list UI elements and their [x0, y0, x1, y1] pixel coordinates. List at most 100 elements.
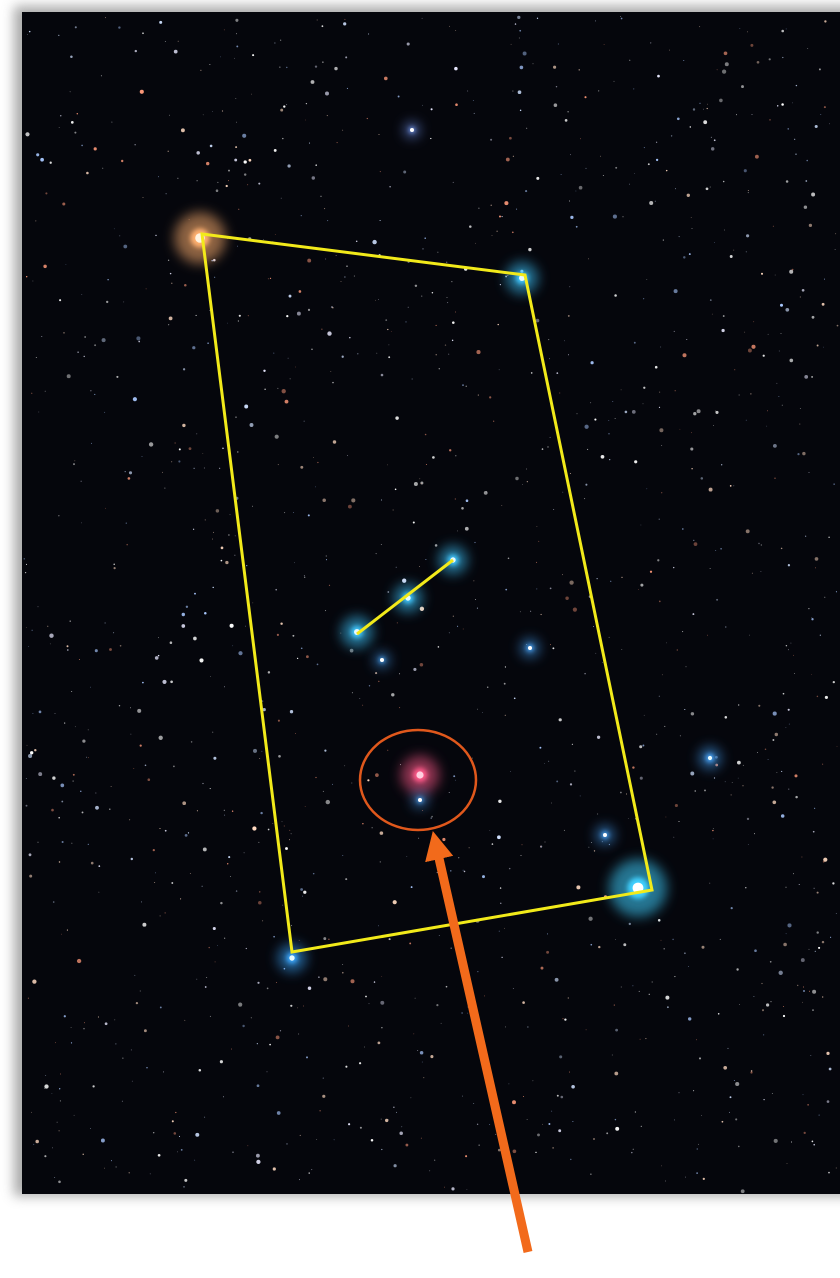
star: [483, 490, 488, 495]
star: [72, 780, 74, 782]
star: [421, 17, 423, 19]
star: [435, 354, 437, 356]
star: [231, 1048, 232, 1050]
star: [526, 481, 528, 483]
star: [750, 393, 752, 395]
star: [504, 927, 505, 929]
star: [694, 790, 696, 792]
star: [71, 690, 73, 692]
star: [58, 816, 60, 819]
star: [751, 114, 753, 115]
star: [379, 831, 384, 835]
star: [425, 559, 427, 560]
star: [465, 1155, 468, 1158]
star: [776, 382, 778, 384]
star: [830, 936, 832, 938]
star: [290, 924, 293, 927]
star: [552, 1147, 554, 1149]
star: [277, 464, 279, 466]
star: [464, 526, 469, 531]
star: [110, 786, 112, 787]
star: [35, 220, 37, 222]
star: [454, 498, 456, 500]
star: [217, 181, 219, 183]
star: [658, 518, 660, 520]
star: [332, 381, 334, 384]
star: [693, 412, 697, 416]
star: [342, 855, 344, 856]
star: [829, 123, 830, 125]
star: [353, 275, 355, 277]
star: [154, 881, 156, 884]
star: [431, 815, 433, 818]
star: [691, 228, 693, 229]
star: [229, 876, 231, 877]
star: [816, 695, 819, 698]
star: [219, 467, 221, 469]
star: [646, 488, 648, 490]
star: [342, 971, 344, 974]
star: [235, 18, 239, 22]
star: [344, 276, 346, 278]
star: [458, 857, 460, 859]
star: [544, 763, 545, 764]
star: [809, 990, 810, 992]
star: [736, 968, 739, 971]
star: [559, 392, 561, 394]
star: [799, 423, 801, 425]
star: [82, 739, 86, 743]
star: [802, 986, 804, 988]
star: [739, 1004, 740, 1005]
star: [648, 993, 650, 995]
star: [54, 713, 56, 714]
star: [553, 103, 558, 107]
star: [764, 748, 767, 750]
star: [461, 1012, 463, 1014]
star: [388, 938, 391, 941]
star: [792, 102, 794, 104]
star: [380, 1118, 382, 1120]
star: [590, 1173, 592, 1175]
star: [215, 189, 219, 192]
star: [348, 1123, 351, 1126]
star: [824, 278, 825, 280]
star: [778, 350, 780, 352]
star: [387, 464, 388, 466]
star: [276, 1111, 281, 1115]
star: [324, 749, 327, 752]
star: [484, 995, 486, 997]
star: [447, 302, 449, 304]
star: [497, 835, 501, 840]
star: [716, 598, 719, 601]
star: [123, 301, 125, 303]
star: [588, 916, 593, 921]
star: [341, 355, 344, 358]
star: [747, 31, 748, 33]
star: [90, 861, 94, 865]
star: [98, 865, 101, 867]
star: [835, 1167, 837, 1169]
star: [452, 615, 454, 617]
nebula-circle: [358, 728, 478, 832]
star: [413, 1033, 415, 1035]
star: [31, 629, 33, 631]
star: [495, 1133, 497, 1135]
star: [651, 981, 653, 983]
star: [656, 733, 658, 735]
star: [474, 598, 476, 600]
star: [580, 138, 581, 140]
star: [658, 695, 660, 697]
star: [634, 173, 635, 174]
star: [389, 186, 391, 188]
star: [340, 632, 342, 634]
star: [814, 950, 816, 953]
star: [144, 764, 147, 767]
star: [143, 1029, 147, 1033]
star: [482, 712, 483, 713]
star: [767, 410, 768, 412]
star: [555, 85, 558, 88]
star: [345, 56, 348, 59]
star: [418, 837, 420, 839]
star: [729, 1096, 732, 1099]
star: [121, 159, 124, 163]
